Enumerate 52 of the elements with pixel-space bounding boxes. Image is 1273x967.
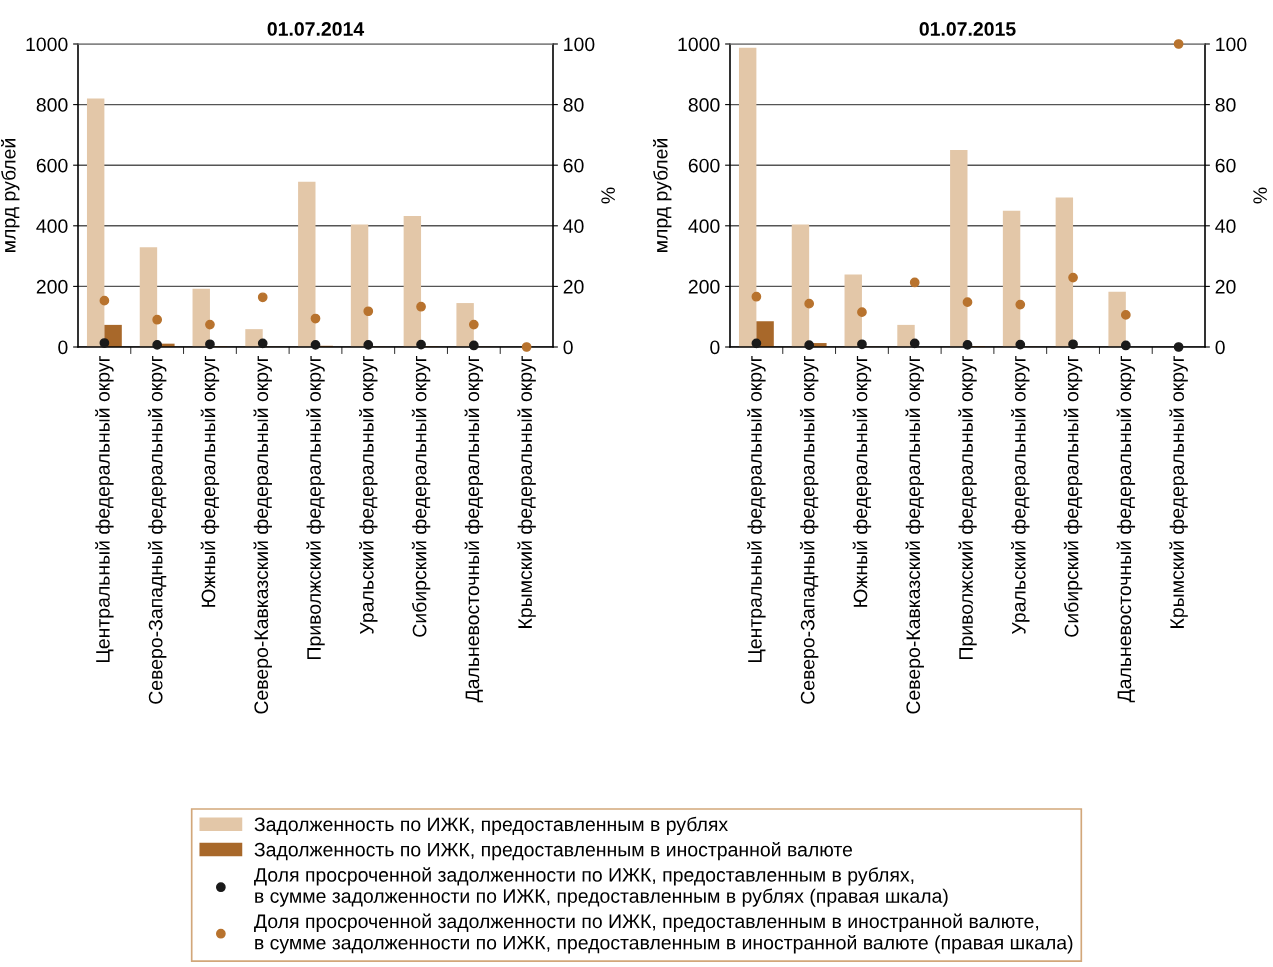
y2-axis-title: % xyxy=(601,187,615,204)
legend-label: Задолженность по ИЖК, предоставленным в рублях xyxy=(254,816,728,836)
y2-tick-label: 0 xyxy=(1215,340,1225,355)
y-tick-label: 200 xyxy=(688,279,720,294)
x-tick-label: Южный федеральный округ xyxy=(852,355,872,607)
y2-tick-label: 20 xyxy=(563,279,584,294)
x-tick-label: Северо-Кавказский федеральный округ xyxy=(905,355,924,714)
x-tick-label: Уральский федеральный округ xyxy=(1011,355,1030,635)
x-tick-label: Сибирский федеральный округ xyxy=(411,355,431,637)
legend-label: Доля просроченной задолженности по ИЖК, предоставленным в иностранной валюте, в сумме задолженности по ИЖК, предоставленным в иностранной валюте (правая шкала) xyxy=(254,913,1073,954)
y-tick-label: 400 xyxy=(688,219,720,234)
x-tick-label: Крымский федеральный округ xyxy=(517,355,536,628)
y2-tick-label: 60 xyxy=(1215,158,1236,173)
y2-axis-title: % xyxy=(1253,187,1267,204)
y2-tick-label: 100 xyxy=(564,37,595,52)
y2-tick-label: 60 xyxy=(563,158,584,173)
x-tick-label: Дальневосточный федеральный округ xyxy=(464,355,484,703)
y-tick-label: 400 xyxy=(36,219,68,234)
y2-tick-label: 0 xyxy=(563,340,573,355)
x-tick-label: Крымский федеральный округ xyxy=(1169,355,1188,628)
x-tick-label: Приволжский федеральный округ xyxy=(958,355,977,659)
y-tick-label: 0 xyxy=(710,340,720,355)
x-tick-label: Приволжский федеральный округ xyxy=(306,355,325,659)
y2-tick-label: 40 xyxy=(563,219,584,234)
legend-label: Задолженность по ИЖК, предоставленным в иностранной валюте xyxy=(254,841,853,861)
y-axis-title: млрд рублей xyxy=(653,139,672,252)
x-tick-label: Сибирский федеральный округ xyxy=(1063,355,1083,637)
legend-label: Доля просроченной задолженности по ИЖК, предоставленным в рублях, в сумме задолженности по ИЖК, предоставленным в рублях (правая шкала) xyxy=(254,867,948,907)
x-tick-label: Центральный федеральный округ xyxy=(95,355,114,662)
y-tick-label: 800 xyxy=(36,98,68,112)
y2-tick-label: 80 xyxy=(563,98,584,112)
y-tick-label: 1000 xyxy=(26,37,68,52)
y-tick-label: 200 xyxy=(36,279,68,294)
y-tick-label: 0 xyxy=(58,340,68,355)
x-tick-label: Северо-Западный федеральный округ xyxy=(147,355,167,704)
x-tick-label: Южный федеральный округ xyxy=(200,355,220,607)
y-tick-label: 600 xyxy=(688,158,720,173)
x-tick-label: Северо-Западный федеральный округ xyxy=(799,355,819,704)
x-tick-label: Уральский федеральный округ xyxy=(359,355,378,635)
x-tick-label: Дальневосточный федеральный округ xyxy=(1116,355,1136,703)
y2-tick-label: 100 xyxy=(1216,37,1247,52)
x-tick-label: Северо-Кавказский федеральный округ xyxy=(253,355,272,714)
y-tick-label: 1000 xyxy=(678,37,720,52)
y-axis-title: млрд рублей xyxy=(1,139,20,252)
chart-title: 01.07.2015 xyxy=(919,22,1016,36)
y2-tick-label: 80 xyxy=(1215,98,1236,112)
y-tick-label: 800 xyxy=(688,98,720,112)
x-tick-label: Центральный федеральный округ xyxy=(747,355,766,662)
chart-title: 01.07.2014 xyxy=(267,22,365,36)
y2-tick-label: 20 xyxy=(1215,279,1236,294)
y-tick-label: 600 xyxy=(36,158,68,173)
y2-tick-label: 40 xyxy=(1215,219,1236,234)
